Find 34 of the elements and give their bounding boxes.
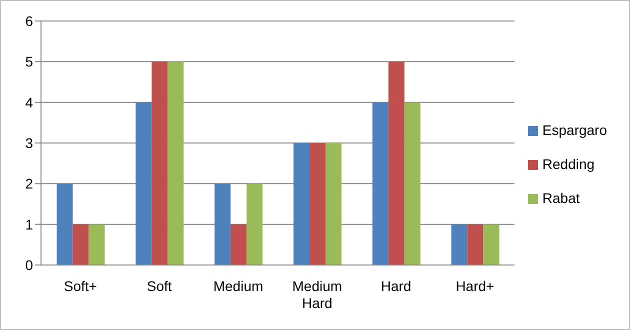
bar — [309, 143, 326, 265]
x-tick-label: Medium — [213, 278, 264, 294]
x-tick-label: Soft+ — [64, 278, 97, 294]
y-tick-label: 3 — [25, 134, 34, 151]
bar — [483, 224, 500, 265]
bar — [467, 224, 484, 265]
y-tick-label: 0 — [25, 256, 34, 273]
bar — [325, 143, 342, 265]
x-tick-label: Soft — [146, 278, 172, 294]
x-tick-label: Hard+ — [456, 278, 494, 294]
x-tick-label: Medium Hard — [292, 278, 342, 311]
bar — [451, 224, 468, 265]
bar — [88, 224, 105, 265]
legend-label: Redding — [542, 156, 595, 172]
bar — [372, 102, 388, 265]
bar — [168, 62, 184, 265]
bar — [293, 143, 310, 265]
bar — [230, 224, 247, 265]
y-tick-label: 4 — [25, 94, 34, 110]
y-tick-label: 6 — [25, 12, 34, 29]
bar — [246, 184, 263, 265]
bar — [152, 62, 168, 265]
bar — [388, 62, 404, 265]
x-tick-label: Hard — [380, 278, 412, 294]
y-tick-label: 2 — [25, 176, 34, 192]
bar — [72, 224, 89, 265]
bar — [404, 102, 420, 265]
bar — [136, 102, 152, 265]
y-tick-label: 5 — [25, 54, 34, 70]
y-tick-label: 1 — [25, 216, 34, 232]
bar — [56, 184, 73, 265]
legend-label: Espargaro — [542, 122, 607, 138]
bar — [214, 184, 231, 265]
legend-label: Rabat — [542, 190, 580, 206]
